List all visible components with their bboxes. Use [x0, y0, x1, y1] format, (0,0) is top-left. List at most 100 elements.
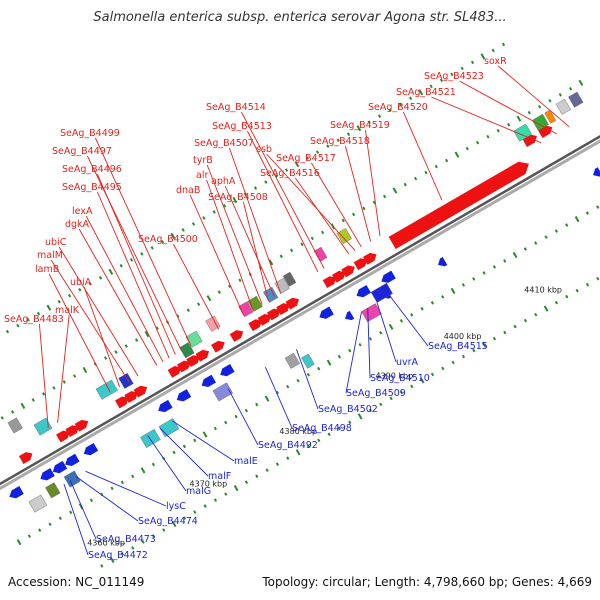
reverse-label-leader	[85, 470, 167, 507]
scale-label: 4370 kbp	[190, 479, 228, 488]
tick-mark	[171, 520, 177, 528]
forward-label-leader	[241, 111, 325, 269]
tick-mark	[439, 78, 444, 83]
tick-mark	[534, 312, 538, 317]
tick-mark	[389, 396, 393, 401]
forward-label-leader	[86, 155, 182, 352]
reverse-label-leader	[76, 476, 139, 522]
reverse-label-leader	[63, 483, 89, 556]
tick-mark	[170, 232, 176, 239]
tick-mark	[327, 432, 331, 437]
tick-mark	[472, 277, 476, 281]
forward-label: SeAg_B4517	[276, 153, 336, 164]
tick-mark	[72, 374, 77, 378]
tick-mark	[482, 271, 486, 275]
feature-block	[274, 277, 290, 294]
tick-mark	[544, 235, 548, 239]
tick-mark	[110, 486, 114, 491]
tick-mark	[565, 223, 569, 227]
backbone-line	[0, 135, 600, 486]
forward-label-leader	[364, 129, 381, 237]
reverse-gene-arrow	[201, 374, 216, 388]
forward-gene-arrow	[353, 258, 368, 271]
forward-gene-arrow	[276, 303, 290, 315]
tick-mark	[578, 79, 584, 86]
feature-block	[247, 295, 263, 312]
tick-mark	[379, 330, 383, 335]
tick-mark	[57, 299, 61, 304]
tick-mark	[596, 205, 600, 209]
tick-mark	[206, 295, 212, 302]
tick-mark	[501, 42, 506, 47]
tick-mark	[232, 196, 238, 204]
tick-mark	[41, 392, 46, 396]
tick-mark	[326, 144, 330, 148]
tick-mark	[441, 366, 445, 371]
forward-label: SeAg_B4499	[60, 128, 120, 139]
reverse-label: SeAg_B4498	[292, 423, 352, 434]
feature-block	[531, 113, 549, 131]
feature-block	[568, 91, 584, 108]
forward-label-leader	[246, 130, 319, 273]
tick-mark	[357, 413, 363, 420]
forward-label: SeAg_B4516	[260, 168, 320, 179]
tick-mark	[461, 283, 466, 287]
tick-mark	[368, 408, 373, 413]
scale-label: 4390 kbp	[376, 372, 414, 381]
tick-mark	[543, 305, 549, 312]
feature-block	[370, 282, 393, 303]
forward-label-leader	[48, 273, 111, 393]
tick-mark	[506, 122, 511, 127]
tick-mark	[317, 366, 321, 371]
tick-mark	[388, 323, 394, 330]
genome-info-label: Topology: circular; Length: 4,798,660 bp…	[262, 575, 592, 589]
forward-gene-arrow	[332, 270, 346, 283]
forward-label-leader	[94, 137, 192, 346]
forward-label-leader	[57, 314, 70, 423]
tick-mark	[424, 170, 428, 175]
forward-label: SeAg_B4513	[212, 121, 272, 132]
tick-mark	[234, 414, 238, 419]
tick-mark	[224, 492, 228, 496]
tick-mark	[172, 450, 176, 455]
tick-mark	[274, 174, 278, 178]
tick-mark	[217, 290, 221, 295]
reverse-label-leader	[69, 480, 97, 540]
feature-block	[544, 109, 557, 124]
tick-mark	[537, 104, 542, 109]
reverse-gene-arrow	[176, 389, 192, 402]
feature-block	[179, 342, 195, 359]
forward-gene-arrow	[285, 297, 300, 310]
forward-gene-arrow	[363, 252, 377, 265]
forward-label-leader	[85, 215, 164, 363]
forward-label-leader	[173, 243, 220, 330]
backbone-shadow	[0, 139, 600, 491]
tick-mark	[461, 354, 466, 359]
tick-mark	[480, 53, 486, 60]
tick-mark	[516, 115, 522, 122]
forward-label-leader	[83, 286, 120, 388]
tick-mark	[399, 319, 404, 323]
forward-gene-arrow	[195, 349, 210, 362]
reverse-label: uvrA	[396, 357, 419, 368]
tick-mark	[151, 462, 156, 467]
tick-mark	[368, 336, 373, 341]
tick-mark	[286, 456, 290, 461]
tick-mark	[284, 168, 289, 172]
tick-mark	[300, 242, 304, 247]
feature-block	[7, 417, 23, 434]
tick-mark	[454, 151, 460, 158]
reverse-label: lysC	[166, 501, 186, 512]
tick-mark	[420, 307, 424, 311]
tick-mark	[513, 324, 517, 329]
tick-mark	[255, 402, 259, 407]
tick-mark	[191, 222, 196, 226]
tick-mark	[181, 228, 185, 232]
tick-mark	[202, 216, 206, 220]
tick-mark	[527, 110, 531, 115]
forward-label: SeAg_B4520	[368, 102, 428, 113]
forward-label: SeAg_B4518	[310, 136, 370, 147]
tick-mark	[78, 287, 82, 292]
feature-block	[33, 417, 53, 436]
feature-block	[555, 98, 571, 115]
